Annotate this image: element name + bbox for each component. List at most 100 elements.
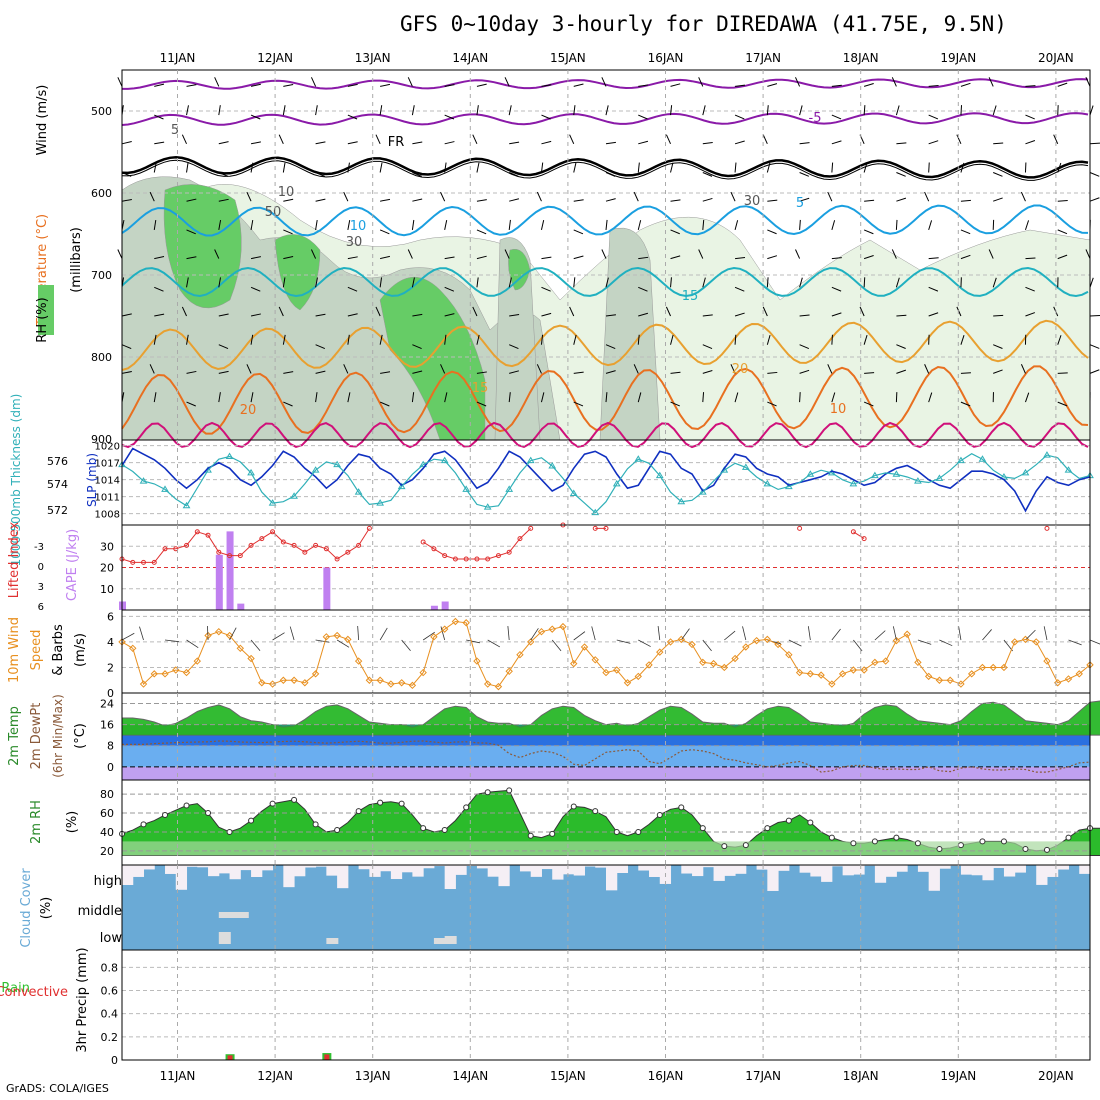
wind-barb bbox=[799, 142, 810, 145]
high-cloud-gap bbox=[165, 865, 177, 874]
high-cloud-gap bbox=[337, 865, 349, 889]
wind-barb bbox=[633, 364, 639, 374]
high-cloud-gap bbox=[476, 865, 489, 869]
wind-marker bbox=[494, 682, 503, 691]
rh-marker bbox=[570, 803, 577, 810]
cape-li-panel: -3 0 3 6 30 20 10 Lifted Index CAPE (J/kg) bbox=[7, 521, 1090, 613]
wind-barb bbox=[476, 229, 487, 235]
high-cloud-gap bbox=[541, 865, 553, 870]
wind-barb bbox=[569, 134, 575, 145]
high-cloud-gap bbox=[132, 865, 145, 877]
li-marker bbox=[194, 529, 200, 535]
wind-barb bbox=[573, 371, 584, 374]
wind-barb bbox=[1057, 335, 1062, 345]
high-cloud-gap bbox=[208, 865, 220, 877]
wind-marker bbox=[785, 650, 793, 659]
li-marker bbox=[431, 546, 437, 552]
wind-barb bbox=[540, 334, 544, 345]
li-marker bbox=[270, 529, 276, 535]
wind-barb bbox=[347, 313, 358, 317]
high-cloud-gap bbox=[939, 865, 951, 869]
high-cloud-gap bbox=[595, 865, 607, 868]
rh2m-axis-label: 2m RH bbox=[29, 800, 44, 844]
rh-marker bbox=[850, 840, 857, 847]
rh-marker bbox=[420, 825, 427, 832]
wind-barb bbox=[379, 401, 390, 407]
high-cloud-gap bbox=[638, 865, 650, 871]
wind-barb bbox=[1020, 364, 1026, 374]
wind-barb bbox=[831, 257, 842, 260]
wind-barb bbox=[278, 134, 284, 145]
top-date-label: 16JAN bbox=[648, 51, 684, 65]
wind-barb bbox=[924, 364, 930, 374]
high-cloud-gap bbox=[821, 865, 833, 882]
surface-wind-barb bbox=[315, 639, 330, 643]
top-date-label: 17JAN bbox=[745, 51, 781, 65]
rh-shade-7 bbox=[508, 248, 531, 291]
li-marker bbox=[205, 532, 211, 538]
temp-tick: 0 bbox=[107, 761, 114, 774]
wind-barb bbox=[214, 77, 220, 87]
li-marker bbox=[442, 553, 448, 559]
high-cloud-gap bbox=[562, 865, 575, 875]
wind-marker bbox=[602, 668, 610, 677]
cape-bar bbox=[226, 531, 234, 610]
wind-marker bbox=[613, 666, 621, 674]
high-cloud-gap bbox=[143, 865, 155, 870]
li-marker bbox=[345, 549, 351, 555]
high-cloud-gap bbox=[885, 865, 897, 877]
wind-barb bbox=[831, 84, 842, 87]
wind-barb bbox=[896, 344, 906, 349]
high-cloud-gap bbox=[831, 865, 844, 867]
wind-barb bbox=[569, 306, 575, 317]
bottom-date-label: 15JAN bbox=[550, 1069, 586, 1083]
wind-barb bbox=[444, 313, 455, 317]
wind-barb bbox=[536, 191, 542, 202]
thickness-marker bbox=[225, 452, 234, 459]
wind-marker bbox=[817, 671, 825, 679]
temp-axis-label: 2m Temp bbox=[7, 706, 22, 766]
wind-barb bbox=[476, 255, 487, 260]
wind-barb bbox=[734, 312, 745, 317]
rh-marker bbox=[914, 840, 921, 847]
wind-barb bbox=[767, 83, 778, 87]
wind-barb bbox=[440, 191, 446, 202]
wind-barb bbox=[573, 199, 584, 202]
wind-barb bbox=[1025, 85, 1036, 87]
rh-marker bbox=[871, 838, 878, 845]
wind-barb bbox=[1025, 286, 1035, 292]
wind-marker bbox=[139, 680, 148, 688]
li-marker bbox=[603, 525, 609, 531]
wind-barb bbox=[573, 334, 577, 345]
wind-marker bbox=[397, 679, 406, 687]
surface-wind-barb bbox=[853, 639, 863, 652]
wind-marker bbox=[301, 679, 309, 687]
wind-barb bbox=[154, 313, 165, 317]
wind-barb bbox=[186, 229, 196, 235]
high-cloud-gap bbox=[960, 865, 973, 875]
wind-barb bbox=[831, 392, 836, 403]
cape-bar bbox=[237, 603, 245, 610]
wind-barb bbox=[153, 334, 157, 345]
wind-barb bbox=[799, 172, 810, 177]
wind-barb bbox=[1057, 229, 1068, 235]
wind-marker bbox=[828, 680, 836, 688]
rh-marker bbox=[484, 789, 491, 796]
wind-barb bbox=[282, 105, 286, 116]
wind-axis-label: 10m Wind bbox=[7, 617, 22, 683]
wind-barb bbox=[412, 172, 422, 177]
surface-wind-barb bbox=[788, 639, 802, 647]
wind-barb bbox=[573, 162, 577, 173]
wind-barb bbox=[347, 219, 351, 230]
wind-barb bbox=[476, 401, 487, 407]
wind-barb bbox=[283, 371, 294, 374]
wind-barb bbox=[380, 83, 391, 87]
wind-barb bbox=[218, 392, 221, 403]
contour-label: 10 bbox=[350, 219, 367, 234]
wind-barb bbox=[988, 249, 994, 259]
wind-barb bbox=[1089, 105, 1094, 116]
wind-marker bbox=[311, 670, 320, 678]
high-cloud-gap bbox=[896, 865, 908, 872]
wind-barb bbox=[540, 392, 545, 403]
wind-barb bbox=[186, 370, 197, 374]
